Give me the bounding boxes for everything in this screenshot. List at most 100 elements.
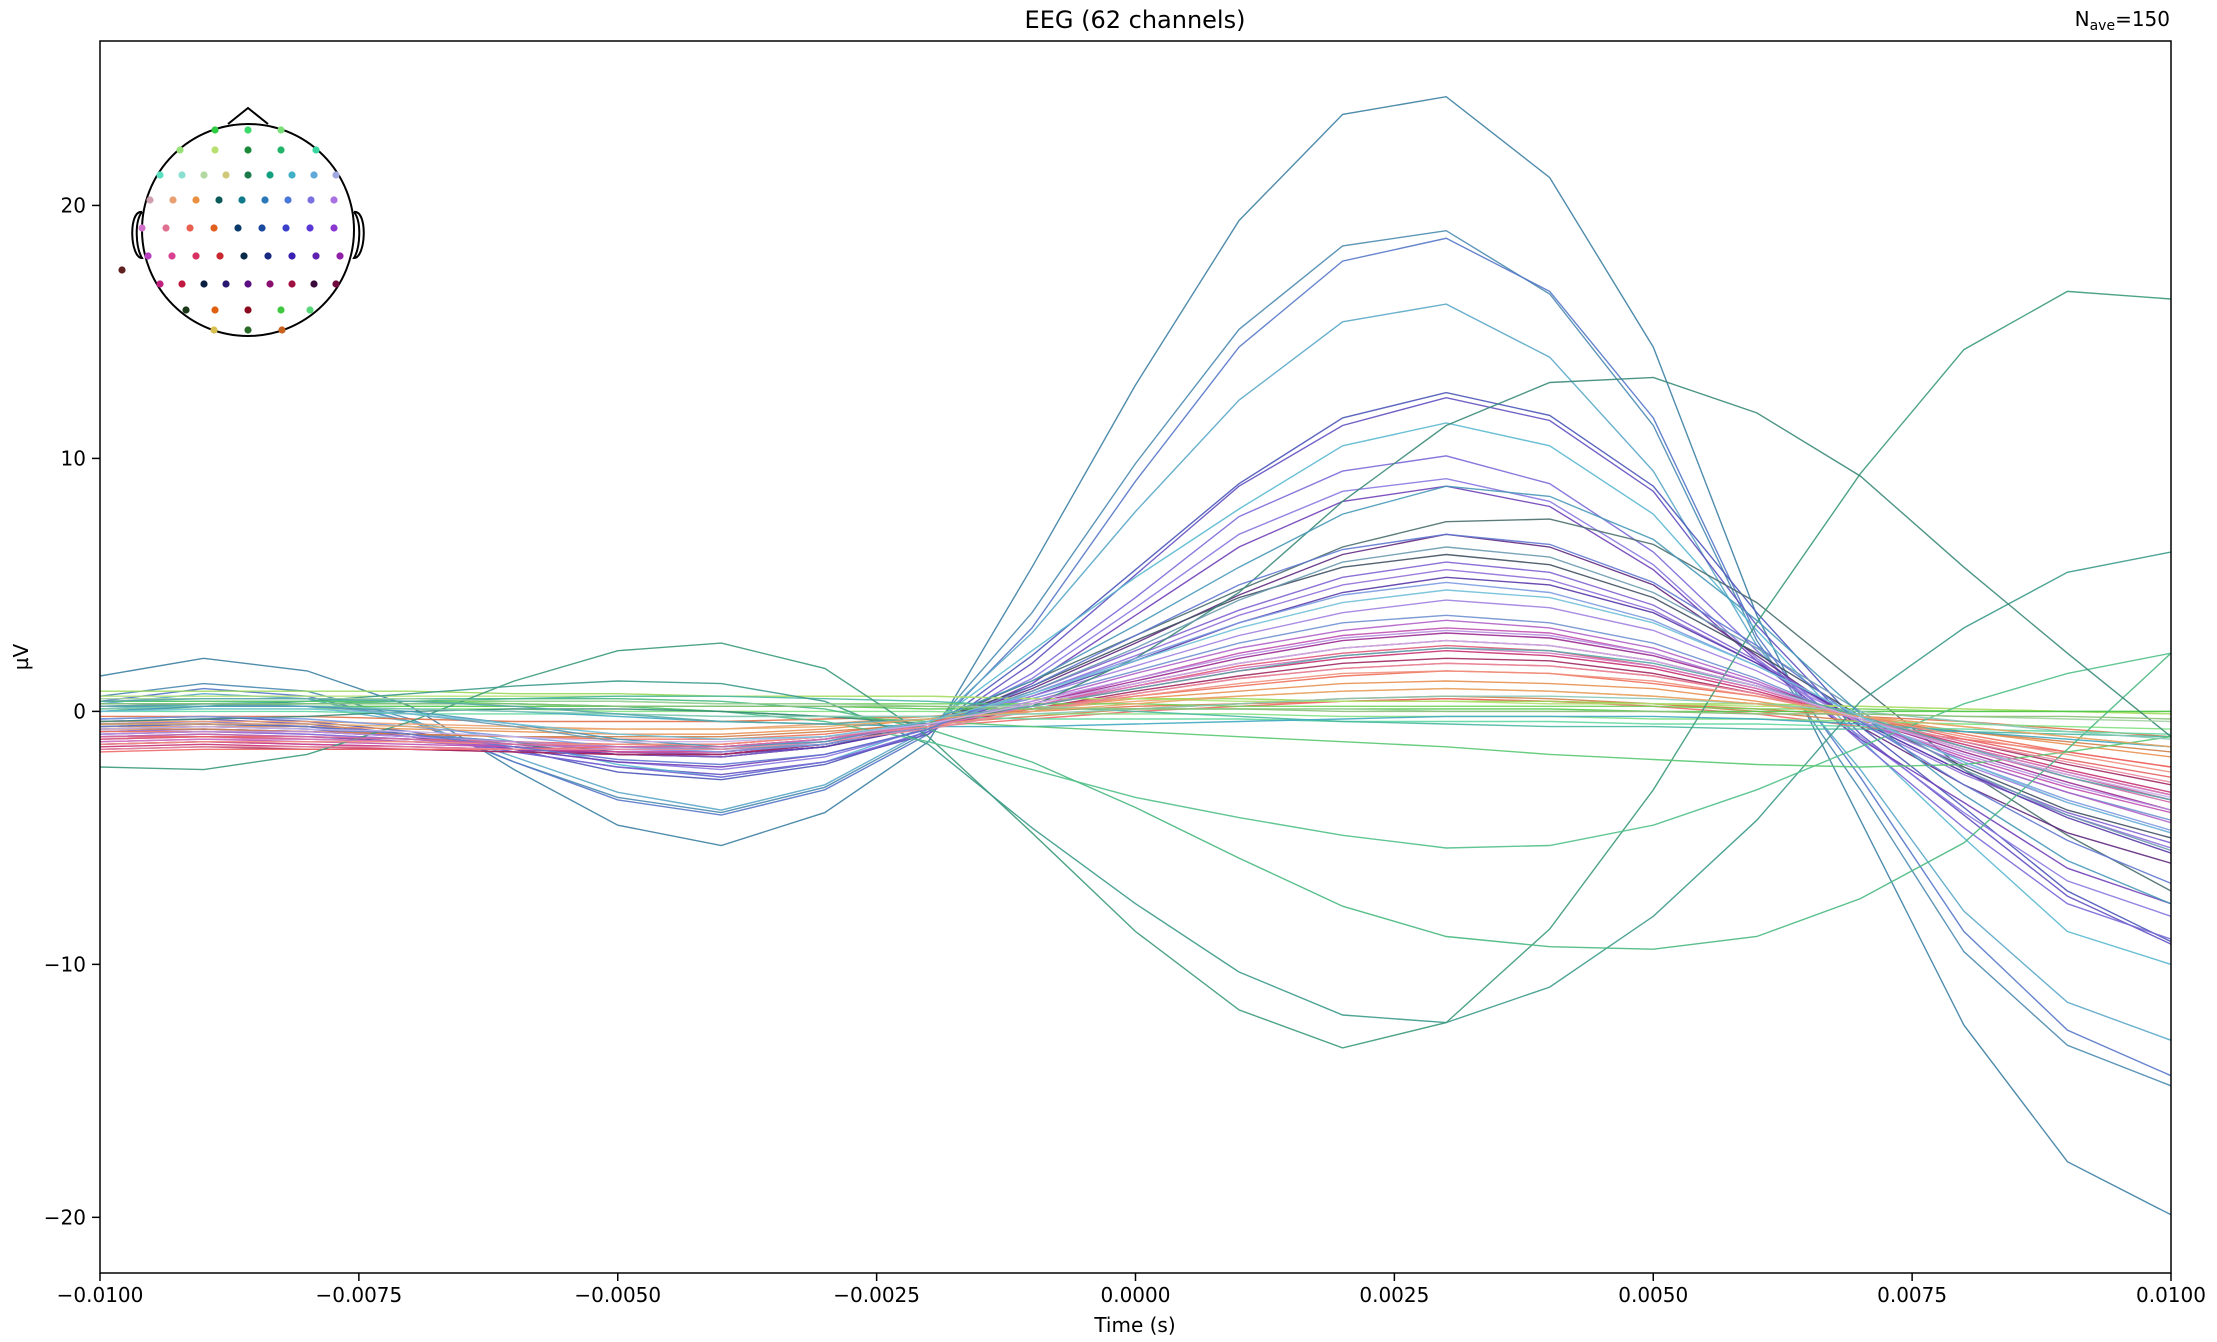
channel-line-5	[100, 391, 2171, 943]
sensor-dot	[146, 196, 154, 204]
x-tick-label: −0.0075	[316, 1283, 403, 1307]
sensor-dot	[264, 252, 272, 260]
channel-line-39	[100, 695, 2171, 738]
sensor-dot	[169, 196, 177, 204]
sensor-dot	[200, 171, 208, 179]
sensor-dot	[144, 252, 152, 260]
nave-value: =150	[2115, 7, 2170, 31]
sensor-dot	[278, 326, 286, 334]
y-tick-label: 10	[61, 446, 86, 470]
head-outline	[141, 123, 355, 337]
sensor-dot	[240, 252, 248, 260]
sensor-dot	[156, 171, 164, 179]
sensor-dot	[306, 306, 314, 314]
y-axis-ticks: −20 −10 0 10 20	[44, 193, 100, 1229]
x-tick-label: −0.0050	[574, 1283, 661, 1307]
sensor-dot	[156, 280, 164, 288]
y-tick-label: −20	[44, 1205, 86, 1229]
sensor-dot	[288, 252, 296, 260]
channel-line-58	[100, 703, 2171, 720]
channel-line-46	[100, 376, 2171, 738]
sensor-dot	[332, 171, 340, 179]
channel-line-33	[100, 690, 2171, 715]
y-tick-label: −10	[44, 952, 86, 976]
sensor-dot	[282, 224, 290, 232]
channel-line-10	[100, 485, 2171, 905]
sensor-dot	[186, 224, 194, 232]
sensor-dot	[244, 326, 252, 334]
x-tick-label: 0.0050	[1618, 1283, 1688, 1307]
channel-line-55	[100, 485, 2171, 905]
head-left-ear	[131, 211, 144, 260]
channel-line-37	[100, 708, 2171, 730]
sensor-dot	[178, 280, 186, 288]
sensor-dot	[182, 306, 190, 314]
x-axis-label: Time (s)	[1093, 1313, 1175, 1337]
channel-line-38	[100, 710, 2171, 735]
x-axis-ticks: −0.0100 −0.0075 −0.0050 −0.0025 0.0000 0.0025…	[57, 1273, 2206, 1307]
channel-line-47	[100, 546, 2171, 852]
sensor-dot	[244, 306, 252, 314]
sensor-dot	[192, 252, 200, 260]
x-tick-label: 0.0075	[1877, 1283, 1947, 1307]
sensor-dots	[118, 126, 344, 334]
channel-line-3	[100, 237, 2171, 1077]
sensor-dot	[266, 171, 274, 179]
sensor-dot	[284, 196, 292, 204]
chart-title: EEG (62 channels)	[1025, 6, 1246, 34]
sensor-dot	[215, 196, 223, 204]
channel-line-17	[100, 599, 2171, 834]
channel-line-49	[100, 629, 2171, 811]
channel-line-52	[100, 670, 2171, 773]
y-axis-label: µV	[9, 643, 33, 670]
sensor-dot	[192, 196, 200, 204]
sensor-layout-inset	[118, 106, 365, 337]
sensor-dot	[200, 280, 208, 288]
sensor-dot	[330, 224, 338, 232]
sensor-dot	[176, 146, 184, 154]
sensor-dot	[211, 306, 219, 314]
sensor-dot	[211, 126, 219, 134]
sensor-dot	[138, 224, 146, 232]
sensor-dot	[244, 146, 252, 154]
sensor-dot	[332, 280, 340, 288]
sensor-dot	[216, 252, 224, 260]
channel-line-41	[100, 290, 2171, 1049]
sensor-dot	[310, 280, 318, 288]
channel-line-54	[100, 695, 2171, 740]
channel-line-59	[100, 647, 2171, 801]
channel-line-29	[100, 687, 2171, 748]
sensor-dot	[266, 280, 274, 288]
channel-line-51	[100, 662, 2171, 783]
sensor-dot	[211, 146, 219, 154]
x-tick-label: 0.0100	[2136, 1283, 2206, 1307]
channel-line-8	[100, 455, 2171, 940]
sensor-dot	[310, 171, 318, 179]
channel-line-61	[100, 639, 2171, 799]
channel-line-16	[100, 576, 2171, 854]
sensor-dot	[261, 196, 269, 204]
channel-line-62	[100, 589, 2171, 834]
channel-line-9	[100, 477, 2171, 917]
channel-line-56	[100, 533, 2171, 885]
sensor-dot	[288, 280, 296, 288]
sensor-dot	[330, 196, 338, 204]
series-layer	[100, 95, 2171, 1216]
plot-frame	[99, 40, 2172, 1274]
nave-annotation: Nave=150	[2075, 7, 2170, 34]
sensor-dot	[312, 252, 320, 260]
sensor-dot	[277, 126, 285, 134]
sensor-dot	[118, 266, 126, 274]
channel-line-43	[100, 652, 2171, 950]
sensor-dot	[222, 280, 230, 288]
sensor-dot	[178, 171, 186, 179]
x-tick-label: −0.0025	[833, 1283, 920, 1307]
nave-prefix: N	[2075, 7, 2090, 31]
sensor-dot	[244, 280, 252, 288]
sensor-dot	[234, 224, 242, 232]
sensor-dot	[277, 306, 285, 314]
sensor-dot	[306, 224, 314, 232]
x-tick-label: −0.0100	[57, 1283, 144, 1307]
